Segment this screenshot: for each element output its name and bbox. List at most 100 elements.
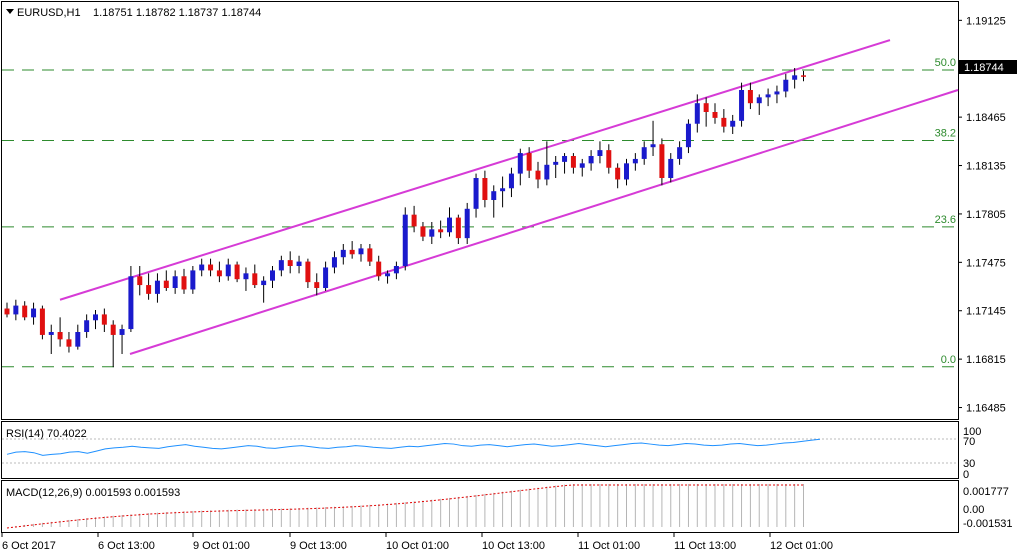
candle-body bbox=[659, 144, 665, 178]
candle-body bbox=[721, 117, 727, 127]
channel-lower-line bbox=[129, 89, 959, 355]
candle bbox=[801, 70, 806, 82]
candle-body bbox=[615, 167, 621, 180]
channel-upper-line bbox=[59, 39, 891, 301]
current-price-marker: 1.18744 bbox=[959, 60, 1017, 74]
candle bbox=[438, 220, 444, 239]
candle bbox=[119, 324, 125, 354]
candle-body bbox=[278, 260, 284, 271]
candle-body bbox=[137, 276, 143, 286]
candle-body bbox=[84, 320, 90, 332]
rsi-tick-30: 30 bbox=[963, 458, 975, 470]
candle bbox=[756, 94, 762, 115]
candle bbox=[22, 301, 28, 321]
candle bbox=[101, 308, 107, 332]
candle bbox=[39, 305, 45, 340]
candle bbox=[278, 255, 284, 277]
candle bbox=[199, 258, 205, 277]
candle-body bbox=[562, 156, 568, 162]
candle-body bbox=[172, 276, 178, 288]
candle-body bbox=[287, 260, 293, 266]
candle-body bbox=[225, 264, 231, 277]
candle bbox=[491, 185, 497, 218]
candle-body bbox=[526, 153, 532, 171]
candle-body bbox=[597, 150, 603, 156]
candle bbox=[190, 266, 196, 294]
candle bbox=[270, 266, 275, 288]
collapse-triangle-icon[interactable] bbox=[6, 9, 14, 14]
candle bbox=[544, 141, 550, 186]
candle-body bbox=[93, 314, 98, 321]
time-axis: 6 Oct 2017 6 Oct 13:00 9 Oct 01:00 9 Oct 13… bbox=[1, 533, 833, 552]
rsi-line bbox=[6, 438, 821, 456]
candle-body bbox=[358, 248, 364, 255]
candle bbox=[181, 268, 187, 294]
candle-body bbox=[66, 339, 72, 347]
candle-body bbox=[677, 147, 683, 159]
candle bbox=[305, 258, 311, 288]
price-tick-label: 1.18465 bbox=[966, 112, 1006, 124]
candle-body bbox=[234, 264, 240, 280]
price-tick-label: 1.17145 bbox=[966, 306, 1006, 318]
price-axis: 1.191251.187951.184651.181351.178051.174… bbox=[958, 15, 1006, 415]
candle bbox=[500, 176, 506, 208]
candle-body bbox=[730, 120, 736, 127]
candle bbox=[252, 264, 258, 288]
candle-body bbox=[411, 214, 417, 227]
candle bbox=[208, 258, 214, 277]
candle-body bbox=[685, 123, 691, 148]
candle bbox=[411, 205, 417, 233]
symbol-label: EURUSD,H1 bbox=[17, 7, 81, 19]
candle bbox=[792, 68, 798, 89]
candle-body bbox=[500, 188, 506, 192]
candle bbox=[473, 173, 479, 218]
candle-body bbox=[340, 249, 346, 258]
candle bbox=[712, 103, 718, 124]
candle bbox=[739, 82, 745, 127]
rsi-tick-100: 100 bbox=[963, 426, 981, 438]
candle-body bbox=[270, 270, 275, 281]
candle bbox=[570, 153, 576, 174]
candle-body bbox=[31, 308, 37, 318]
candle bbox=[234, 261, 240, 283]
price-tick-label: 1.17805 bbox=[966, 209, 1006, 221]
candle-body bbox=[491, 191, 497, 200]
candle-body bbox=[199, 264, 205, 271]
candle-body bbox=[101, 314, 107, 325]
candle bbox=[765, 88, 771, 107]
candle-body bbox=[13, 305, 19, 315]
time-tick-label: 10 Oct 01:00 bbox=[386, 540, 449, 552]
candle bbox=[747, 82, 753, 110]
candle-body bbox=[349, 249, 355, 255]
candle-body bbox=[323, 267, 329, 288]
candle bbox=[783, 73, 789, 98]
candle-body bbox=[712, 112, 718, 118]
candle-body bbox=[703, 103, 709, 112]
candle-body bbox=[553, 161, 559, 165]
rsi-panel-frame bbox=[1, 421, 959, 479]
candle bbox=[508, 167, 514, 198]
candle-body bbox=[4, 308, 10, 315]
candle-body bbox=[261, 280, 267, 286]
candle-body bbox=[801, 75, 806, 77]
candle bbox=[447, 207, 452, 237]
candle-body bbox=[464, 208, 470, 239]
candle bbox=[57, 317, 63, 347]
candle bbox=[393, 261, 399, 280]
candle-body bbox=[668, 158, 674, 178]
candle bbox=[225, 258, 231, 281]
candle-body bbox=[119, 329, 125, 335]
candle bbox=[172, 270, 178, 294]
candle-body bbox=[447, 217, 452, 233]
candle bbox=[31, 302, 37, 325]
candle-body bbox=[624, 163, 629, 180]
candle bbox=[685, 119, 691, 154]
candle-body bbox=[570, 156, 576, 168]
candle bbox=[340, 244, 346, 265]
main-panel-frame bbox=[1, 1, 959, 420]
candle-body bbox=[641, 147, 647, 159]
candle bbox=[75, 324, 81, 350]
candle bbox=[84, 314, 90, 338]
candle bbox=[632, 153, 638, 171]
